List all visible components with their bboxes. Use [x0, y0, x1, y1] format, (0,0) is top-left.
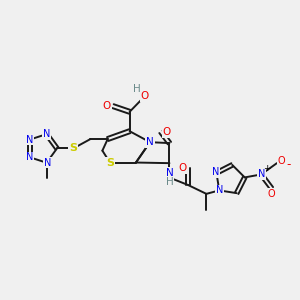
Text: N: N: [212, 167, 220, 177]
Text: H: H: [166, 177, 173, 187]
Text: N: N: [26, 135, 34, 145]
Text: O: O: [278, 156, 285, 166]
Text: N: N: [257, 169, 265, 179]
Text: N: N: [43, 129, 50, 139]
Text: O: O: [141, 91, 149, 101]
Text: O: O: [178, 163, 187, 173]
Text: O: O: [268, 189, 275, 199]
Text: N: N: [26, 152, 34, 162]
Text: S: S: [69, 143, 77, 153]
Text: O: O: [163, 127, 171, 137]
Text: O: O: [103, 101, 111, 111]
Text: -: -: [286, 158, 291, 171]
Text: N: N: [216, 185, 223, 195]
Text: N: N: [166, 168, 173, 178]
Text: N: N: [146, 137, 154, 147]
Text: H: H: [133, 84, 140, 94]
Text: S: S: [106, 158, 114, 167]
Text: N: N: [44, 158, 51, 168]
Text: +: +: [263, 164, 271, 173]
